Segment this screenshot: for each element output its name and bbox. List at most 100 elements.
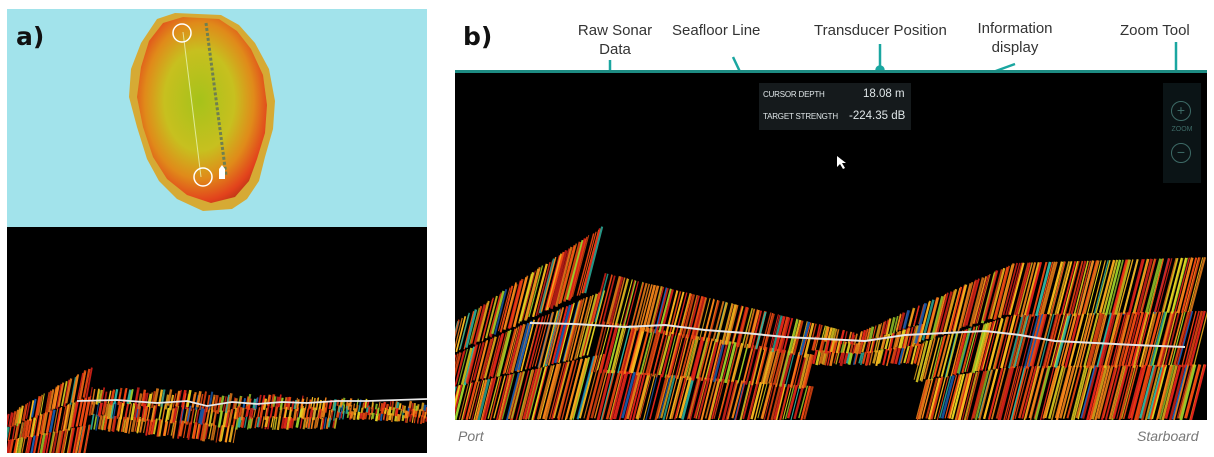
sonar-streak — [621, 279, 636, 328]
sonar-streak — [152, 418, 158, 435]
sonar-streak — [1186, 310, 1204, 367]
sonar-streak — [7, 426, 10, 441]
sonar-streak — [766, 383, 778, 420]
sonar-streak — [662, 375, 676, 420]
map-view[interactable] — [7, 9, 427, 227]
sonar-streak — [497, 374, 512, 420]
sonar-streak — [106, 403, 112, 420]
sonar-streak — [60, 405, 67, 430]
sonar-streak — [1061, 313, 1078, 367]
sonar-streak — [913, 343, 922, 364]
sonar-streak — [542, 363, 560, 420]
sonar-streak — [558, 245, 576, 305]
sonar-streak — [385, 414, 390, 422]
sonar-streak — [948, 286, 963, 334]
port-label: Port — [458, 428, 484, 444]
sonar-streak — [674, 334, 688, 379]
sonar-streak — [506, 326, 520, 375]
sonar-streak — [636, 283, 651, 331]
transect-end-marker[interactable] — [193, 167, 213, 187]
sonar-streak — [7, 439, 13, 453]
sonar-streak — [1174, 257, 1191, 313]
sonar-streak — [1168, 364, 1186, 420]
sonar-streak — [1104, 312, 1121, 366]
sonar-streak — [307, 416, 312, 429]
sonar-streak — [288, 409, 293, 421]
sonar-streak — [305, 416, 309, 428]
sonar-streak — [635, 372, 650, 419]
sonar-streak — [112, 415, 117, 433]
sonar-streak — [656, 374, 670, 419]
sonar-streak — [414, 410, 418, 418]
sonar-streak — [1096, 312, 1113, 368]
sonar-streak — [617, 325, 631, 374]
sonar-streak — [21, 420, 27, 438]
sonar-streak — [417, 415, 420, 424]
sonar-streak — [1151, 364, 1168, 420]
sonar-streak — [455, 319, 460, 339]
sonar-streak — [272, 416, 276, 430]
sonar-streak — [1086, 365, 1103, 420]
sonar-streak — [584, 226, 604, 294]
sonar-streak — [345, 405, 350, 414]
sonar-streak — [1164, 311, 1181, 367]
plus-icon[interactable]: + — [1171, 101, 1191, 121]
sonar-streak — [935, 292, 949, 336]
lake-body — [137, 17, 267, 203]
sonar-streak — [333, 417, 338, 429]
sonar-streak — [740, 381, 752, 420]
sonar-streak — [313, 417, 318, 429]
sonar-streak — [25, 401, 31, 420]
panel-b-sonar-viewer[interactable]: CURSOR DEPTH 18.08 m TARGET STRENGTH -22… — [455, 70, 1207, 420]
sonar-streak — [711, 378, 724, 420]
sonar-streak — [600, 370, 615, 420]
sonar-streak — [1140, 364, 1158, 420]
panel-a — [7, 9, 427, 453]
sonar-streak — [789, 352, 800, 388]
sonar-streak — [198, 406, 204, 424]
sonar-streak — [987, 317, 1004, 371]
sonar-streak — [692, 296, 707, 340]
sonar-streak — [321, 407, 327, 418]
sonar-streak — [1157, 364, 1174, 420]
sonar-streak — [198, 393, 204, 411]
sonar-streak — [481, 337, 494, 381]
sonar-streak — [51, 386, 58, 410]
minus-icon[interactable]: − — [1171, 143, 1191, 163]
sonar-streak — [958, 327, 972, 375]
sonar-streak — [509, 278, 524, 329]
transect-start-marker[interactable] — [172, 23, 192, 43]
target-strength-row: TARGET STRENGTH -224.35 dB — [763, 107, 907, 127]
sonar-streak — [50, 431, 56, 453]
sonar-view-a[interactable] — [7, 227, 427, 453]
sonar-streak — [1056, 261, 1073, 315]
cursor-depth-label: CURSOR DEPTH — [763, 90, 825, 99]
sonar-streak — [1184, 310, 1200, 368]
sonar-streak — [1080, 365, 1097, 419]
sonar-streak — [974, 370, 990, 420]
sonar-streak — [655, 331, 669, 378]
sonar-streak — [998, 366, 1015, 420]
sonar-streak — [82, 368, 91, 398]
sonar-streak — [927, 337, 940, 380]
sonar-streak — [734, 380, 746, 420]
sonar-streak — [18, 437, 24, 453]
sonar-streak — [1166, 257, 1184, 313]
sonar-streak — [58, 429, 65, 453]
sonar-streak — [11, 410, 17, 427]
sonar-streak — [357, 405, 361, 413]
sonar-streak — [975, 274, 990, 324]
sonar-streak — [472, 341, 485, 381]
sonar-streak — [57, 382, 65, 407]
sonar-streak — [7, 413, 10, 430]
sonar-streak — [842, 341, 847, 353]
sonar-streak — [144, 392, 149, 410]
sonar-streak — [15, 438, 20, 453]
sonar-streak — [961, 372, 975, 420]
sonar-streak — [1171, 364, 1189, 420]
sonar-streak — [1039, 261, 1056, 315]
sonar-streak — [150, 391, 156, 409]
sonar-streak — [484, 377, 497, 420]
sonar-streak — [1008, 262, 1025, 315]
sonar-streak — [925, 377, 939, 419]
